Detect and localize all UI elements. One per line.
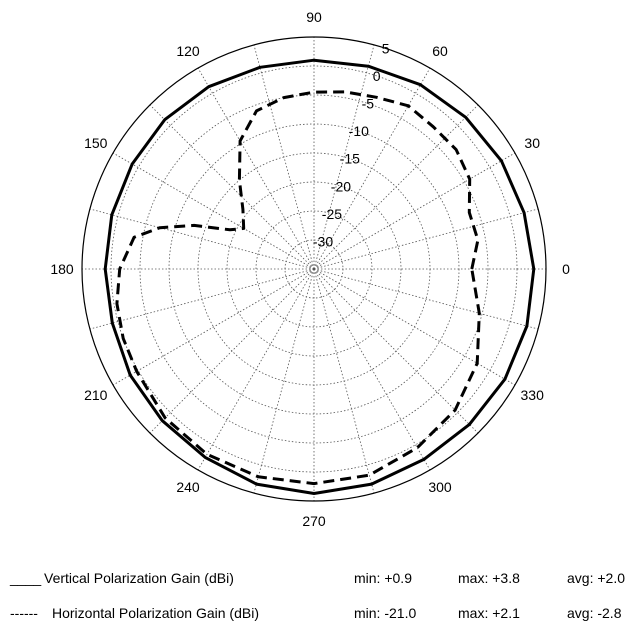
angle-label-240: 240 [176, 479, 200, 495]
grid-spoke [89, 208, 315, 270]
grid-spoke [313, 268, 516, 386]
angle-label-60: 60 [432, 43, 448, 59]
grid-spoke [313, 268, 431, 471]
series-vertical-polarization [103, 58, 536, 495]
radial-label: 5 [382, 40, 390, 56]
legend-horizontal-name: Horizontal Polarization Gain (dBi) [52, 605, 259, 621]
angle-label-210: 210 [84, 387, 108, 403]
legend-horizontal-marker: ------ [10, 605, 38, 621]
radial-label: 0 [373, 68, 381, 84]
grid-spoke [197, 67, 315, 270]
radial-label: -10 [349, 123, 369, 139]
grid-spoke [313, 268, 375, 494]
legend-vertical-avg: avg: +2.0 [567, 570, 625, 586]
grid-ring [139, 94, 489, 444]
polar-grid [81, 36, 547, 502]
grid-spoke [313, 44, 375, 270]
grid-spoke [149, 104, 315, 270]
grid-spoke [89, 268, 315, 330]
grid-spoke [313, 208, 539, 270]
legend-vertical-max: max: +3.8 [458, 570, 520, 586]
grid-spoke [313, 152, 516, 270]
grid-spoke [313, 268, 539, 330]
angle-label-180: 180 [50, 261, 74, 277]
angle-label-150: 150 [84, 135, 108, 151]
legend-horizontal-min: min: -21.0 [354, 605, 417, 621]
grid-spoke [149, 268, 315, 434]
grid-spoke [112, 268, 315, 386]
grid-ring [226, 181, 402, 357]
legend-row-horizontal: ------ Horizontal Polarization Gain (dBi… [0, 605, 642, 629]
radial-label: -30 [313, 233, 333, 249]
outer-ring [81, 36, 547, 502]
radial-label: -25 [322, 206, 342, 222]
legend-vertical-marker: ____ [10, 570, 42, 586]
grid-spoke [313, 104, 479, 270]
legend-row-vertical: ____ Vertical Polarization Gain (dBi) mi… [0, 570, 642, 594]
angle-label-300: 300 [428, 479, 452, 495]
legend-vertical-name: Vertical Polarization Gain (dBi) [44, 570, 234, 586]
grid-spoke [112, 152, 315, 270]
grid-spoke [253, 268, 315, 494]
polar-chart: 030609012015018021024027030033050-5-10-1… [50, 9, 570, 529]
angle-label-30: 30 [524, 135, 540, 151]
legend-horizontal-avg: avg: -2.8 [567, 605, 622, 621]
radial-label: -20 [331, 178, 351, 194]
angle-label-0: 0 [562, 261, 570, 277]
angle-label-120: 120 [176, 43, 200, 59]
axis-labels: 030609012015018021024027030033050-5-10-1… [50, 9, 570, 529]
radial-label: -15 [340, 151, 360, 167]
legend-vertical-min: min: +0.9 [354, 570, 412, 586]
angle-label-90: 90 [306, 9, 322, 25]
angle-label-270: 270 [302, 513, 326, 529]
radial-label: -5 [362, 96, 375, 112]
grid-spoke [253, 44, 315, 270]
grid-ring [255, 210, 373, 328]
grid-spoke [313, 268, 479, 434]
legend-horizontal-max: max: +2.1 [458, 605, 520, 621]
series-layer [103, 58, 536, 495]
angle-label-330: 330 [521, 387, 545, 403]
grid-spoke [313, 67, 431, 270]
grid-spoke [197, 268, 315, 471]
series-horizontal-polarization [115, 90, 481, 486]
